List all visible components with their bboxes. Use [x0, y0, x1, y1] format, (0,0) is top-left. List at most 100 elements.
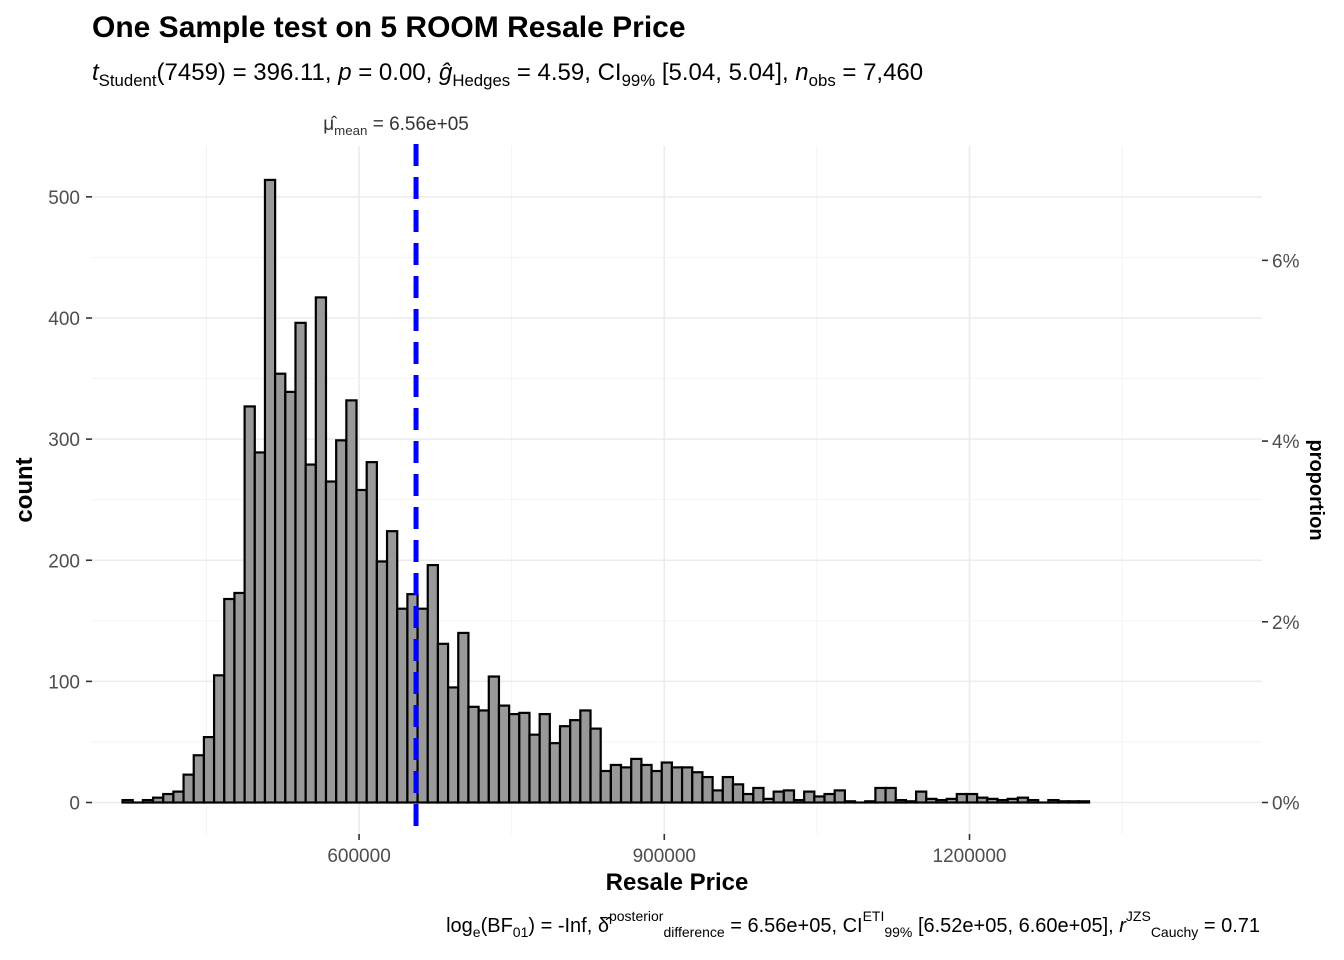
histogram-bar [864, 800, 877, 804]
histogram-bar [976, 796, 989, 804]
cap-ci-value: [6.52e+05, 6.60e+05], [912, 915, 1119, 937]
y-tick-label: 0 [69, 794, 80, 815]
histogram-bar [599, 769, 612, 804]
histogram-bar [304, 463, 317, 804]
histogram-bar [538, 712, 551, 804]
y-tick-label: 300 [48, 430, 80, 451]
histogram-bar [1047, 798, 1060, 804]
x-tick-label: 600000 [327, 846, 390, 867]
histogram-bar [935, 798, 948, 804]
histogram-bar [670, 766, 684, 804]
histogram-bar [375, 560, 389, 804]
n-sub: obs [809, 71, 836, 90]
histogram-bar [996, 798, 1009, 804]
t-value: (7459) = 396.11, [157, 59, 339, 86]
y2-tick-label: 2% [1272, 613, 1300, 634]
cap-r-sup: JZS [1126, 908, 1151, 924]
y-axis-title: count [11, 457, 38, 522]
histogram-bar [446, 686, 460, 804]
histogram-bar [497, 704, 511, 804]
t-label: t [92, 59, 100, 86]
cap-delta-value: = 6.56e+05, CI [725, 915, 863, 937]
histogram-bar [151, 796, 165, 804]
mean-sub: mean [334, 123, 367, 138]
cap-r: r [1119, 915, 1127, 937]
x-tick-label: 1200000 [933, 846, 1007, 867]
histogram-bar [1006, 797, 1019, 804]
histogram-bar [162, 792, 175, 804]
chart-subtitle: tStudent(7459) = 396.11, p = 0.00, ĝHedg… [92, 59, 923, 90]
cap-log: log [446, 915, 473, 937]
histogram-bar [528, 733, 541, 804]
histogram-bar [548, 742, 562, 804]
histogram-bar [884, 786, 897, 804]
histogram-bar [253, 451, 267, 804]
histogram-bar [1026, 798, 1040, 804]
y2-tick-label: 6% [1272, 251, 1300, 272]
histogram-bar [965, 792, 979, 804]
histogram-bar [233, 591, 246, 804]
p-label: p [337, 59, 351, 86]
histogram-bar [843, 800, 857, 804]
p-value: = 0.00, [352, 59, 439, 86]
histogram-bar [701, 775, 714, 804]
g-sub: Hedges [452, 71, 510, 90]
histogram-bar [680, 766, 694, 804]
histogram-bar [731, 783, 745, 804]
mean-value: = 6.56e+05 [367, 114, 468, 135]
histogram-bar [925, 797, 938, 804]
histogram-bar [813, 795, 826, 804]
histogram-bar [782, 789, 796, 804]
n-value: = 7,460 [836, 59, 923, 86]
histogram-bar [1067, 800, 1080, 804]
g-value: = 4.59, CI [510, 59, 621, 86]
cap-delta-sup: posterior [609, 908, 664, 924]
histogram-bar [182, 773, 195, 804]
histogram-bar [141, 798, 155, 804]
y-tick-label: 400 [48, 309, 80, 330]
histogram-bars [121, 178, 1091, 804]
histogram-bar [742, 792, 755, 804]
x-axis-title: Resale Price [606, 869, 749, 896]
histogram-bar [314, 296, 328, 804]
histogram-bar [660, 761, 674, 804]
histogram-bar [477, 709, 490, 804]
histogram-bar [640, 763, 653, 804]
histogram-bar [355, 488, 368, 804]
cap-r-value: = 0.71 [1198, 915, 1260, 937]
histogram-bar [630, 757, 643, 804]
histogram-bar [324, 480, 338, 804]
histogram-bar [823, 792, 836, 804]
histogram-bar [274, 372, 287, 804]
histogram-bar [284, 390, 297, 804]
histogram-bar [385, 530, 399, 804]
histogram-bar [894, 798, 908, 804]
histogram-bar [487, 675, 501, 804]
n-label: n [795, 59, 808, 86]
histogram-bar [691, 771, 704, 804]
histogram-bar [1057, 800, 1070, 804]
y-tick-label: 200 [48, 551, 80, 572]
histogram-bar [202, 735, 216, 804]
histogram-bar [833, 789, 846, 804]
cap-bf: (BF [481, 915, 513, 937]
cap-bf-sub: 01 [513, 924, 529, 940]
histogram-bar [569, 719, 582, 804]
histogram-bar [752, 786, 765, 804]
histogram-bar [467, 705, 480, 804]
y2-tick-label: 4% [1272, 432, 1300, 453]
cap-log-sub: e [473, 924, 481, 940]
histogram-bar [508, 712, 521, 804]
cap-delta-sub: difference [663, 924, 724, 940]
histogram-bar [243, 405, 256, 804]
cap-ci-sub: 99% [884, 924, 912, 940]
histogram-bar [263, 178, 277, 804]
chart-title: One Sample test on 5 ROOM Resale Price [92, 11, 686, 44]
histogram-bar [121, 798, 134, 804]
histogram-bar [1077, 800, 1091, 804]
ci-sub: 99% [622, 71, 656, 90]
ci-value: [5.04, 5.04], [655, 59, 795, 86]
cap-bf-value: ) = -Inf, [528, 915, 597, 937]
histogram-bar [914, 790, 928, 804]
